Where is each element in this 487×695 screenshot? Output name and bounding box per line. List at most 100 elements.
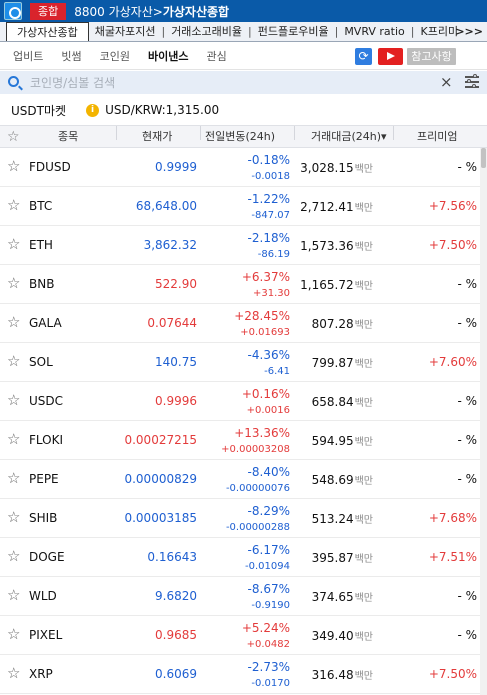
favorite-star-icon[interactable]: ☆ bbox=[7, 430, 21, 448]
tab-bithumb[interactable]: 빗썸 bbox=[61, 50, 82, 63]
table-row[interactable]: ☆ WLD 9.6820 -8.67% -0.9190 374.65백만 - % bbox=[0, 577, 480, 616]
change-amount: +0.0482 bbox=[246, 639, 290, 650]
favorite-star-icon[interactable]: ☆ bbox=[7, 274, 21, 292]
coin-symbol[interactable]: SHIB bbox=[29, 511, 58, 525]
table-row[interactable]: ☆ DOGE 0.16643 -6.17% -0.01094 395.87백만 +7.51% bbox=[0, 538, 480, 577]
volume-value: 548.69 bbox=[311, 473, 354, 487]
table-row[interactable]: ☆ BNB 522.90 +6.37% +31.30 1,165.72백만 - % bbox=[0, 265, 480, 304]
favorite-header-star-icon[interactable]: ☆ bbox=[7, 129, 20, 145]
tab-upbit[interactable]: 업비트 bbox=[13, 50, 44, 63]
trade-volume: 807.28백만 bbox=[312, 316, 373, 331]
tab-favorites[interactable]: 관심 bbox=[206, 50, 227, 63]
coin-symbol[interactable]: DOGE bbox=[29, 550, 65, 564]
change-percent: -8.40% bbox=[247, 465, 290, 479]
table-row[interactable]: ☆ ETH 3,862.32 -2.18% -86.19 1,573.36백만 +7.50% bbox=[0, 226, 480, 265]
current-price: 0.9999 bbox=[155, 160, 197, 174]
header-price[interactable]: 현재가 bbox=[142, 130, 173, 143]
coin-symbol[interactable]: PEPE bbox=[29, 472, 59, 486]
trade-volume: 316.48백만 bbox=[312, 667, 373, 682]
table-row[interactable]: ☆ PEPE 0.00000829 -8.40% -0.00000076 548.69백만… bbox=[0, 460, 480, 499]
table-row[interactable]: ☆ GALA 0.07644 +28.45% +0.01693 807.28백만 - % bbox=[0, 304, 480, 343]
coin-symbol[interactable]: SOL bbox=[29, 355, 53, 369]
table-row[interactable]: ☆ BTC 68,648.00 -1.22% -847.07 2,712.41백만 +7.5… bbox=[0, 187, 480, 226]
favorite-star-icon[interactable]: ☆ bbox=[7, 196, 21, 214]
favorite-star-icon[interactable]: ☆ bbox=[7, 391, 21, 409]
table-row[interactable]: ☆ USDC 0.9996 +0.16% +0.0016 658.84백만 - % bbox=[0, 382, 480, 421]
tab-mvrv-ratio[interactable]: MVRV ratio bbox=[344, 25, 405, 38]
change-amount: -0.00000288 bbox=[225, 522, 290, 533]
change-percent: -0.18% bbox=[247, 153, 290, 167]
change-amount: +0.01693 bbox=[240, 327, 290, 338]
youtube-play-icon[interactable] bbox=[378, 48, 403, 65]
coin-symbol[interactable]: PIXEL bbox=[29, 628, 63, 642]
coin-symbol[interactable]: ETH bbox=[29, 238, 53, 252]
favorite-star-icon[interactable]: ☆ bbox=[7, 352, 21, 370]
coin-symbol[interactable]: GALA bbox=[29, 316, 62, 330]
trade-volume: 548.69백만 bbox=[312, 472, 373, 487]
scrollbar-thumb[interactable] bbox=[481, 148, 486, 168]
tab-fund-flow-ratio[interactable]: 펀드플로우비율 bbox=[257, 25, 329, 38]
tab-coinone[interactable]: 코인원 bbox=[99, 50, 130, 63]
favorite-star-icon[interactable]: ☆ bbox=[7, 235, 21, 253]
header-change[interactable]: 전일변동(24h) bbox=[205, 130, 276, 143]
tab-exchange-whale-ratio[interactable]: 거래소고래비율 bbox=[171, 25, 243, 38]
premium-value: - % bbox=[457, 589, 477, 603]
volume-value: 658.84 bbox=[311, 395, 354, 409]
coin-symbol[interactable]: BTC bbox=[29, 199, 53, 213]
change-percent: -4.36% bbox=[247, 348, 290, 362]
table-row[interactable]: ☆ FDUSD 0.9999 -0.18% -0.0018 3,028.15백만 - % bbox=[0, 148, 480, 187]
current-price: 0.00027215 bbox=[124, 433, 197, 447]
change-amount: +0.00003208 bbox=[221, 444, 290, 455]
filter-settings-icon[interactable] bbox=[465, 74, 479, 89]
coin-symbol[interactable]: XRP bbox=[29, 667, 53, 681]
notice-button[interactable]: 참고사항 bbox=[407, 48, 456, 65]
volume-value: 1,165.72 bbox=[300, 278, 354, 292]
tab-binance[interactable]: 바이낸스 bbox=[148, 50, 189, 63]
table-row[interactable]: ☆ SHIB 0.00003185 -8.29% -0.00000288 513.24백만… bbox=[0, 499, 480, 538]
favorite-star-icon[interactable]: ☆ bbox=[7, 547, 21, 565]
scrollbar[interactable] bbox=[480, 148, 487, 695]
table-row[interactable]: ☆ PIXEL 0.9685 +5.24% +0.0482 349.40백만 - % bbox=[0, 616, 480, 655]
volume-value: 3,028.15 bbox=[300, 161, 354, 175]
header-volume[interactable]: 거래대금(24h)▾ bbox=[311, 130, 387, 143]
volume-unit: 백만 bbox=[354, 242, 373, 253]
favorite-star-icon[interactable]: ☆ bbox=[7, 625, 21, 643]
tab-crypto-overview[interactable]: 가상자산종합 bbox=[6, 22, 89, 41]
favorite-star-icon[interactable]: ☆ bbox=[7, 664, 21, 682]
header-symbol[interactable]: 종목 bbox=[58, 130, 79, 143]
favorite-star-icon[interactable]: ☆ bbox=[7, 508, 21, 526]
market-info: USDT마켓 i USD/KRW:1,315.00 bbox=[0, 98, 487, 122]
coin-symbol[interactable]: FDUSD bbox=[29, 160, 71, 174]
favorite-star-icon[interactable]: ☆ bbox=[7, 469, 21, 487]
coin-symbol[interactable]: BNB bbox=[29, 277, 55, 291]
premium-value: - % bbox=[457, 394, 477, 408]
table-row[interactable]: ☆ FLOKI 0.00027215 +13.36% +0.00003208 594.95… bbox=[0, 421, 480, 460]
favorite-star-icon[interactable]: ☆ bbox=[7, 586, 21, 604]
premium-value: - % bbox=[457, 316, 477, 330]
favorite-star-icon[interactable]: ☆ bbox=[7, 157, 21, 175]
volume-unit: 백만 bbox=[354, 554, 373, 565]
exchange-rate: USD/KRW:1,315.00 bbox=[105, 103, 220, 117]
tab-miner-position[interactable]: 채굴자포지션 bbox=[94, 25, 156, 38]
change-percent: +0.16% bbox=[241, 387, 290, 401]
coin-symbol[interactable]: FLOKI bbox=[29, 433, 64, 447]
change-percent: +5.24% bbox=[241, 621, 290, 635]
tab-overflow-button[interactable]: >>> bbox=[455, 25, 483, 38]
info-icon[interactable]: i bbox=[86, 103, 100, 117]
table-row[interactable]: ☆ XRP 0.6069 -2.73% -0.0170 316.48백만 +7.50% bbox=[0, 655, 480, 694]
current-price: 0.6069 bbox=[155, 667, 197, 681]
clear-icon[interactable]: × bbox=[440, 73, 453, 91]
coin-symbol[interactable]: WLD bbox=[29, 589, 57, 603]
category-badge[interactable]: 종합 bbox=[30, 2, 67, 20]
volume-unit: 백만 bbox=[354, 398, 373, 409]
table-row[interactable]: ☆ SOL 140.75 -4.36% -6.41 799.87백만 +7.60% bbox=[0, 343, 480, 382]
favorite-star-icon[interactable]: ☆ bbox=[7, 313, 21, 331]
search-input[interactable] bbox=[30, 73, 410, 92]
volume-value: 594.95 bbox=[311, 434, 354, 448]
tab-k-premium[interactable]: K프리미 bbox=[420, 25, 459, 38]
header-premium[interactable]: 프리미엄 bbox=[417, 130, 458, 143]
refresh-button[interactable]: ⟳ bbox=[355, 48, 372, 65]
volume-unit: 백만 bbox=[354, 203, 373, 214]
coin-symbol[interactable]: USDC bbox=[29, 394, 64, 408]
trade-volume: 395.87백만 bbox=[312, 550, 373, 565]
